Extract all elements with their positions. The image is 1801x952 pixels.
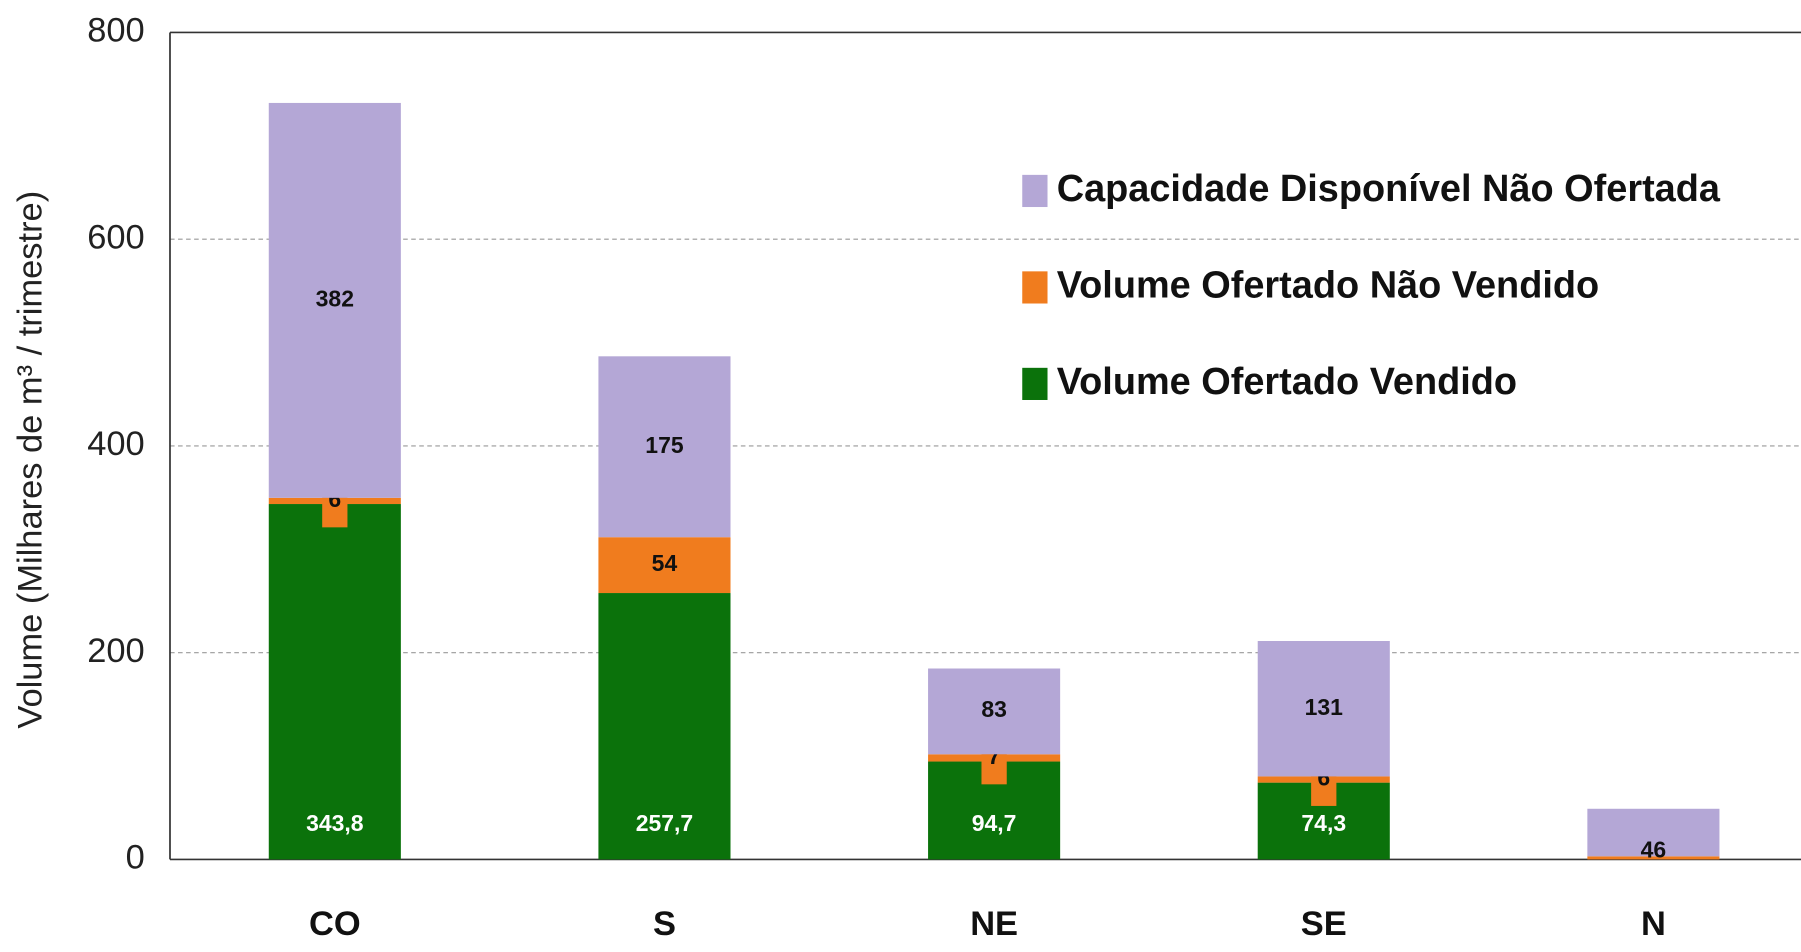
x-tick-label: CO <box>309 905 361 943</box>
bar-segment <box>268 504 401 860</box>
data-label: 257,7 <box>636 810 693 836</box>
data-label: 343,8 <box>306 810 364 836</box>
bar-segment <box>1257 640 1390 777</box>
bar-segment <box>268 102 401 498</box>
data-label: 175 <box>645 432 684 458</box>
bar-segment <box>598 356 731 538</box>
y-tick-label: 0 <box>126 839 145 877</box>
data-label: 131 <box>1305 694 1344 720</box>
y-tick-label: 800 <box>87 12 144 50</box>
y-tick-label: 400 <box>87 425 144 463</box>
legend-label: Volume Ofertado Não Vendido <box>1057 264 1599 306</box>
data-label: 74,3 <box>1301 810 1346 836</box>
data-label: 382 <box>316 285 354 311</box>
legend-label: Capacidade Disponível Não Ofertada <box>1057 168 1721 210</box>
legend-swatch <box>1022 367 1048 400</box>
y-tick-label: 200 <box>87 632 144 670</box>
legend-swatch <box>1022 271 1048 304</box>
data-label: 94,7 <box>972 810 1017 836</box>
bar-segment <box>928 668 1061 755</box>
data-label: 83 <box>981 696 1007 722</box>
x-tick-label: SE <box>1301 905 1347 943</box>
y-tick-label: 600 <box>87 218 144 256</box>
legend-swatch <box>1022 174 1048 208</box>
bar-segment <box>598 593 731 860</box>
bar-segment <box>1587 808 1720 857</box>
y-axis-label: Volume (Milhares de m³ / trimestre) <box>11 191 49 729</box>
x-tick-label: S <box>653 905 676 943</box>
bar-segment <box>1587 856 1720 860</box>
bar-segment <box>598 537 731 594</box>
legend-label: Volume Ofertado Vendido <box>1057 361 1517 403</box>
data-label: 46 <box>1641 836 1667 862</box>
x-tick-label: NE <box>970 905 1018 943</box>
data-label: 54 <box>652 550 678 576</box>
x-tick-label: N <box>1641 905 1666 943</box>
